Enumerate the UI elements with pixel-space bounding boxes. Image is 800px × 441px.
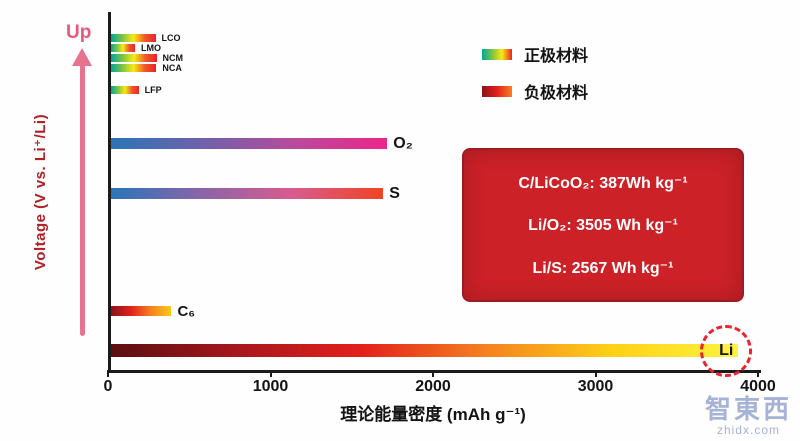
bar-o2: O₂ [111, 135, 761, 152]
up-arrow-icon [72, 48, 92, 66]
tickmark-4000 [757, 370, 759, 377]
watermark-brand: 智東西 [704, 394, 792, 425]
bar-lmo: LMO [111, 42, 761, 53]
annotation-line-3: Li/S: 2567 Wh kg⁻¹ [532, 259, 674, 277]
bar-lfp-label: LFP [144, 84, 162, 95]
bar-lco: LCO [111, 32, 761, 43]
li-highlight-circle: Li [700, 324, 753, 377]
bar-c6-label: C₆ [177, 302, 196, 320]
bar-lmo-label: LMO [141, 42, 162, 53]
bar-o2-fill [111, 138, 388, 149]
cathode-gradient-swatch [482, 48, 512, 60]
bar-s-label: S [389, 184, 400, 202]
bar-lco-label: LCO [161, 32, 181, 43]
bar-ncm-fill [111, 54, 157, 62]
tickmark-3000 [594, 370, 597, 377]
annotation-line-1: C/LiCoO₂: 387Wh kg⁻¹ [518, 174, 688, 192]
tickmark-0 [107, 370, 109, 377]
up-arrow-line [80, 64, 85, 336]
bar-s: S [111, 185, 761, 202]
watermark: 智東西 zhidx.com [705, 395, 792, 437]
bar-c6: C₆ [111, 303, 761, 320]
bar-li: Li [111, 324, 761, 377]
bar-li-fill [111, 344, 739, 357]
bar-nca-fill [111, 64, 157, 72]
tick-label-2000: 2000 [415, 378, 451, 395]
bar-ncm: NCM [111, 52, 761, 63]
x-axis-ticks: 0 1000 2000 3000 4000 [104, 378, 776, 398]
bar-lmo-fill [111, 44, 136, 52]
tick-label-3000: 3000 [577, 378, 614, 395]
legend-item-anode: 负极材料 [482, 79, 588, 103]
bar-ncm-label: NCM [162, 52, 184, 63]
bar-lco-fill [111, 34, 156, 42]
bar-o2-label: O₂ [393, 134, 413, 152]
anode-gradient-swatch [482, 85, 512, 97]
bar-lfp: LFP [111, 84, 761, 95]
annotation-line-2: Li/O₂: 3505 Wh kg⁻¹ [528, 217, 678, 234]
legend-anode-label: 负极材料 [524, 85, 589, 102]
bar-nca-label: NCA [162, 62, 182, 73]
tickmark-2000 [432, 370, 434, 377]
legend-cathode-label: 正极材料 [524, 48, 589, 65]
bar-lfp-fill [111, 86, 139, 94]
tick-label-0: 0 [103, 378, 113, 395]
annotation-box: C/LiCoO₂: 387Wh kg⁻¹ Li/O₂: 3505 Wh kg⁻¹… [462, 148, 744, 302]
up-label: Up [66, 22, 92, 43]
y-axis-label: Voltage (V vs. Li⁺/Li) [32, 113, 49, 271]
legend-item-cathode: 正极材料 [482, 42, 588, 66]
bar-s-fill [111, 188, 384, 199]
tickmark-1000 [269, 370, 272, 377]
bar-c6-fill [111, 306, 172, 316]
bar-li-label: Li [719, 341, 734, 359]
legend: 正极材料 负极材料 [482, 42, 588, 116]
tick-label-4000: 4000 [740, 378, 776, 395]
tick-label-1000: 1000 [252, 378, 289, 395]
x-axis-title: 理论能量密度 (mAh g⁻¹) [340, 405, 526, 424]
watermark-site: zhidx.com [716, 422, 780, 437]
bar-nca: NCA [111, 62, 761, 73]
plot-area: LCO LMO NCM NCA LFP O₂ S C₆ [108, 12, 761, 377]
x-axis-tickmarks [107, 370, 759, 378]
